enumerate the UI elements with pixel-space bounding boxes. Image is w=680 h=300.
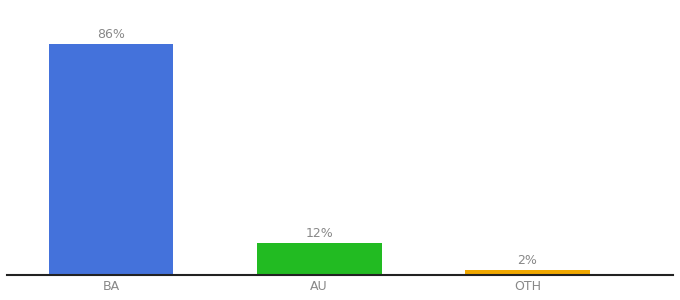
Bar [48, 44, 173, 275]
Text: 2%: 2% [517, 254, 537, 267]
Bar [257, 243, 381, 275]
Bar [465, 270, 590, 275]
Text: 86%: 86% [97, 28, 125, 41]
Text: 12%: 12% [305, 227, 333, 240]
